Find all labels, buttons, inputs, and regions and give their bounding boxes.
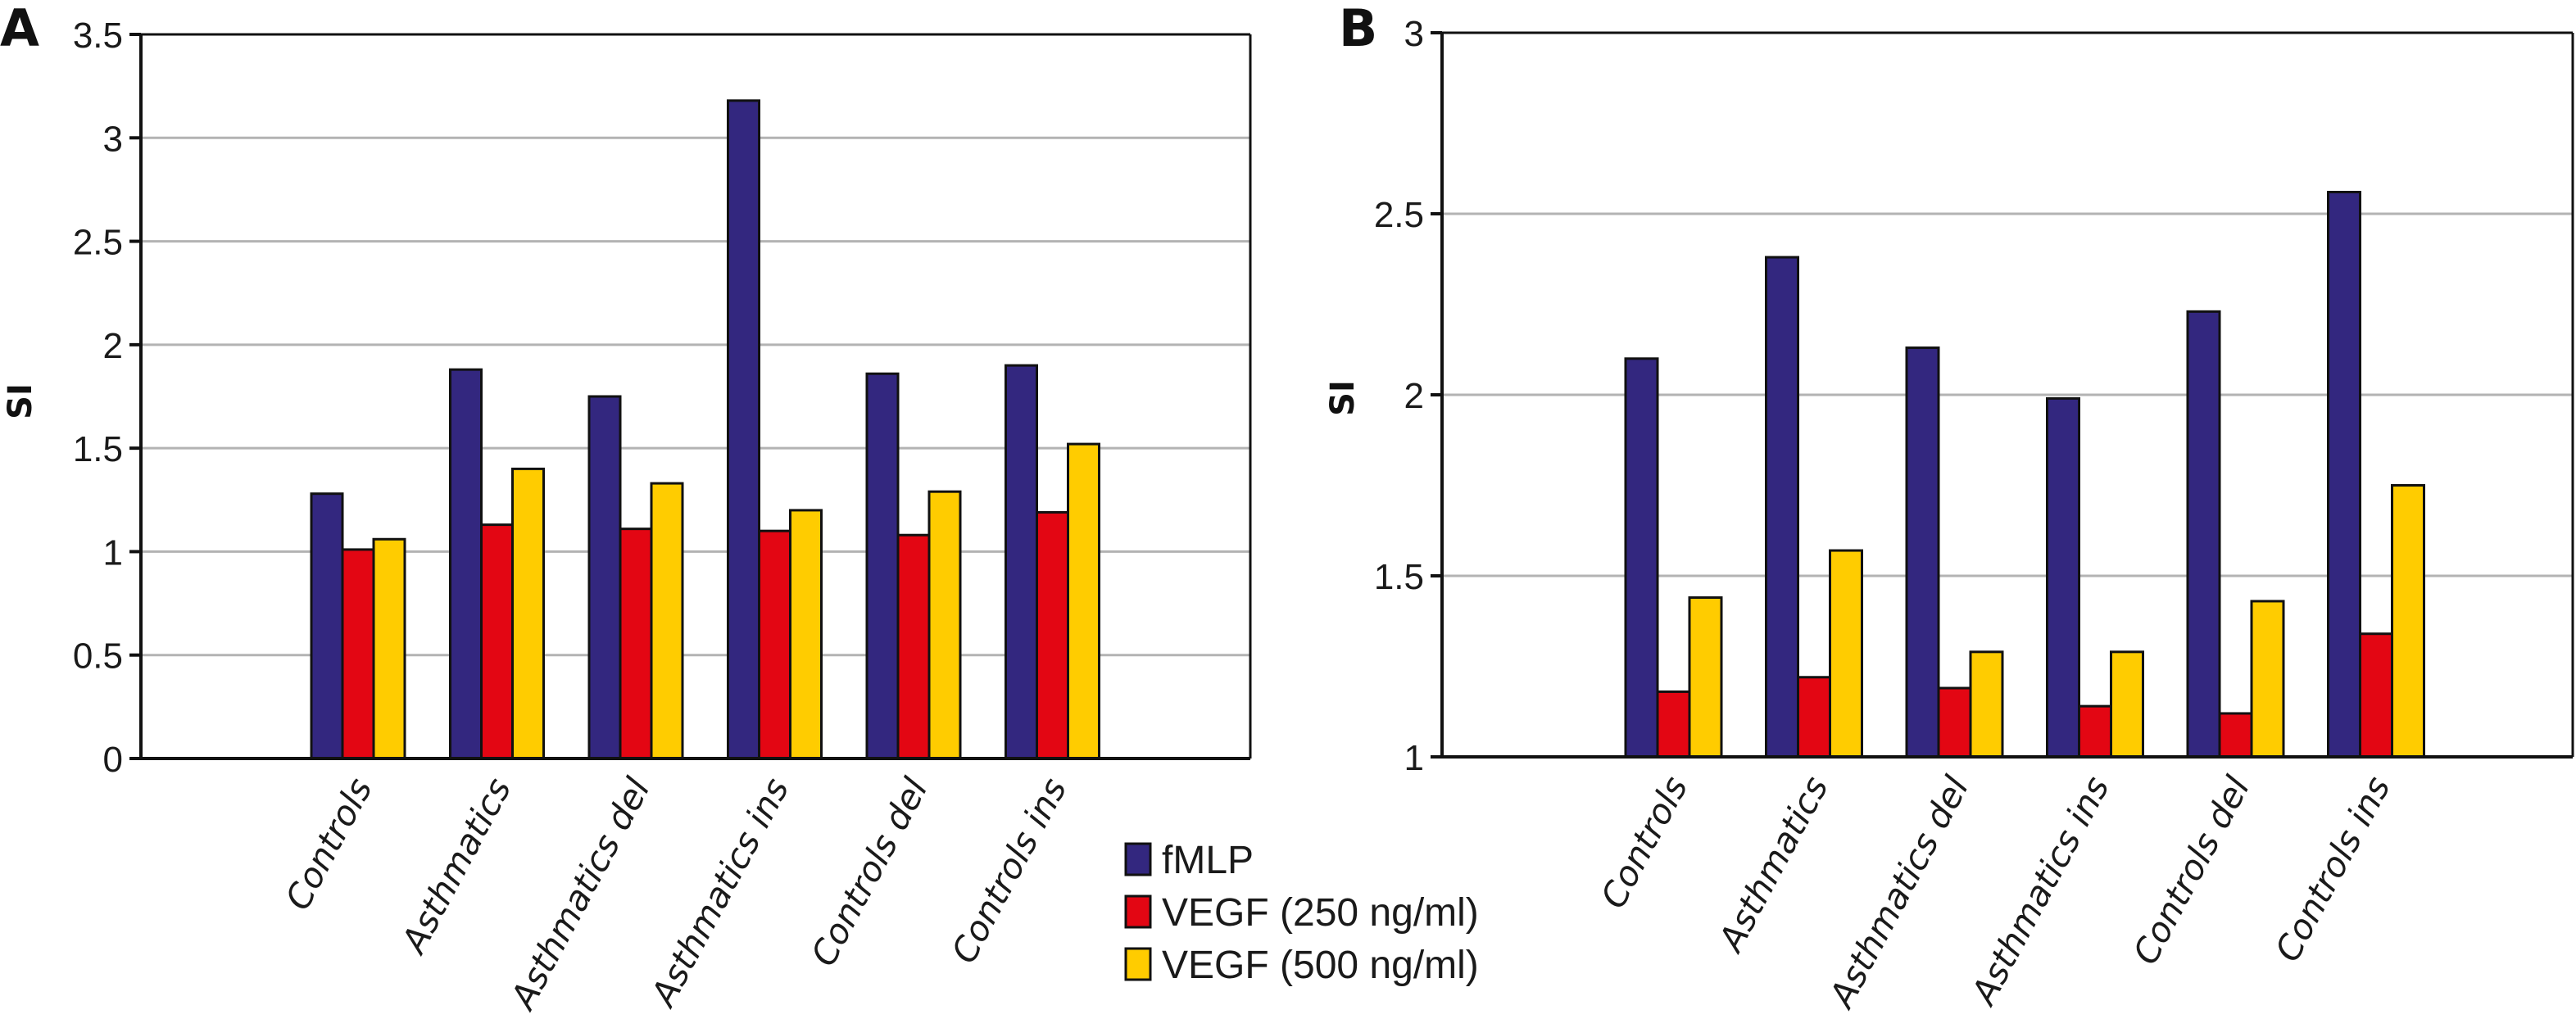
panel-b-x-tick-label: Asthmatics del xyxy=(1821,769,1977,1016)
panel-b-bar-vegf-500-ng-ml xyxy=(1829,549,1863,759)
panel-b-y-axis-label: SI xyxy=(1324,380,1362,416)
panel-b-bar-vegf-250-ng-ml xyxy=(1797,676,1831,759)
panel-b-bar-vegf-250-ng-ml xyxy=(1937,686,1972,759)
panel-b-bar-fmlp xyxy=(2046,396,2080,759)
panel-b-bar-fmlp xyxy=(1905,346,1940,759)
panel-a-y-tick-label: 3 xyxy=(103,119,123,159)
panel-b-bar-vegf-500-ng-ml xyxy=(2250,600,2285,759)
panel-a-x-tick-label: Controls del xyxy=(803,771,936,972)
legend-item-vegf-500: VEGF (500 ng/ml) xyxy=(1124,944,1479,987)
panel-a-y-tick-label: 1 xyxy=(103,532,123,573)
panel-b-bar-fmlp xyxy=(2327,190,2361,759)
panel-a-y-tick-label: 2.5 xyxy=(73,223,123,263)
panel-a-bar-fmlp xyxy=(865,372,900,760)
panel-a-bar-fmlp xyxy=(310,492,344,760)
panel-b-y-tick-label: 3 xyxy=(1404,14,1424,54)
panel-b-bar-vegf-250-ng-ml xyxy=(2359,632,2393,759)
panel-b-y-tick-label: 1 xyxy=(1404,738,1424,778)
legend: fMLP VEGF (250 ng/ml) VEGF (500 ng/ml) xyxy=(1124,839,1479,987)
panel-b: B SI 11.522.53 Controls AsthmaticsAsthmat… xyxy=(1324,0,2574,1016)
panel-b-bar-vegf-250-ng-ml xyxy=(1656,690,1691,759)
panel-a-y-tick-label: 2 xyxy=(103,326,123,366)
panel-b-bar-vegf-500-ng-ml xyxy=(1688,596,1723,759)
panel-b-bar-fmlp xyxy=(1624,357,1659,759)
panel-b-bar-vegf-500-ng-ml xyxy=(1969,650,2004,759)
panel-a-x-tick-label: Controls xyxy=(278,772,380,917)
legend-label-vegf-500: VEGF (500 ng/ml) xyxy=(1162,944,1479,987)
panel-a-bar-vegf-250-ng-ml xyxy=(896,533,931,760)
panel-a-bar-vegf-500-ng-ml xyxy=(927,490,962,760)
panel-a-bars xyxy=(310,99,1100,760)
panel-a-y-tick-label: 0 xyxy=(103,740,123,780)
panel-b-bar-vegf-500-ng-ml xyxy=(2110,650,2144,759)
panel-a-bar-vegf-250-ng-ml xyxy=(341,548,375,760)
panel-a-bar-fmlp xyxy=(587,395,622,760)
panel-a-x-tick-label: Asthmatics xyxy=(392,772,519,962)
panel-a-bar-vegf-500-ng-ml xyxy=(511,467,545,760)
panel-b-y-tick-label: 2 xyxy=(1404,376,1424,416)
panel-a-letter: A xyxy=(0,0,39,58)
panel-b-x-tick-label: Controls ins xyxy=(2267,770,2398,968)
panel-a-bar-fmlp xyxy=(727,99,760,760)
panel-a-y-tick-label: 3.5 xyxy=(73,16,123,56)
panel-a-bar-vegf-250-ng-ml xyxy=(758,529,791,760)
panel-a-axes xyxy=(139,33,1252,760)
panel-b-y-tick-label: 1.5 xyxy=(1374,557,1424,597)
panel-b-y-ticks: 1 1.5 2 2.5 3 xyxy=(1374,14,1442,778)
panel-a-bar-vegf-500-ng-ml xyxy=(650,482,684,760)
panel-b-y-tick-label: 2.5 xyxy=(1374,195,1424,235)
legend-label-vegf-250: VEGF (250 ng/ml) xyxy=(1162,891,1479,935)
legend-label-fmlp: fMLP xyxy=(1162,839,1254,882)
panel-a-y-tick-label: 1.5 xyxy=(73,429,123,469)
panel-a-x-tick-label: Controls ins xyxy=(944,772,1075,970)
panel-b-x-tick-label: Asthmatics xyxy=(1710,770,1836,960)
panel-b-bar-vegf-250-ng-ml xyxy=(2218,712,2253,759)
panel-b-bars xyxy=(1624,190,2425,759)
panel-a-bar-vegf-500-ng-ml xyxy=(789,509,823,760)
panel-a-y-axis-label: SI xyxy=(2,383,39,419)
panel-a-bar-vegf-250-ng-ml xyxy=(1036,510,1069,760)
panel-a-bar-fmlp xyxy=(449,368,483,760)
panel-a-bar-vegf-500-ng-ml xyxy=(1067,442,1100,760)
panel-a-x-tick-label: Asthmatics del xyxy=(501,771,658,1017)
legend-swatch-fmlp xyxy=(1124,842,1152,876)
panel-a-bar-vegf-250-ng-ml xyxy=(619,528,653,760)
legend-item-vegf-250: VEGF (250 ng/ml) xyxy=(1124,891,1479,935)
panel-a-bar-fmlp xyxy=(1005,364,1038,760)
panel-a-y-tick-label: 0.5 xyxy=(73,636,123,677)
legend-item-fmlp: fMLP xyxy=(1124,839,1254,882)
panel-b-bar-fmlp xyxy=(2186,310,2221,759)
panel-a-bar-vegf-500-ng-ml xyxy=(372,537,406,760)
legend-swatch-vegf-250 xyxy=(1124,894,1152,929)
panel-a-bar-vegf-250-ng-ml xyxy=(480,523,514,760)
panel-a-y-ticks: 0 0.5 1 1.5 2 2.5 3 3.5 xyxy=(73,16,141,780)
panel-b-letter: B xyxy=(1339,0,1377,58)
panel-b-bar-vegf-250-ng-ml xyxy=(2078,704,2112,759)
panel-a: A SI 00.511.522.533.5 Controls Asthmatics… xyxy=(0,0,1252,1017)
legend-swatch-vegf-500 xyxy=(1124,947,1152,981)
panel-b-x-tick-label: Controls xyxy=(1593,770,1695,915)
panel-b-bar-vegf-500-ng-ml xyxy=(2391,484,2425,759)
panel-a-x-tick-label: Asthmatics ins xyxy=(642,772,797,1015)
panel-b-bar-fmlp xyxy=(1765,256,1799,759)
panel-b-x-tick-label: Asthmatics ins xyxy=(1962,770,2117,1013)
panel-b-x-tick-label: Controls del xyxy=(2125,769,2258,971)
